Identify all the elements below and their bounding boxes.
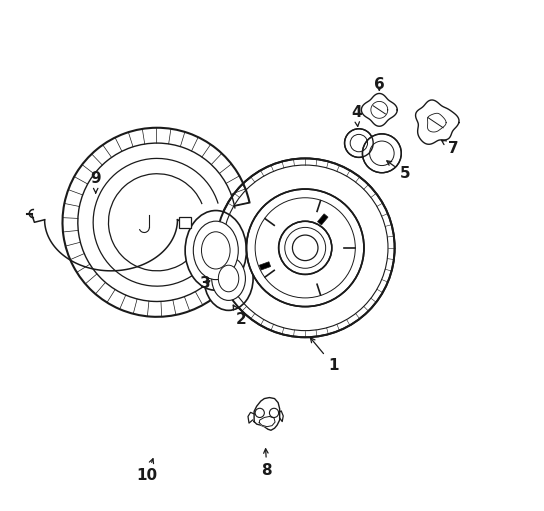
Ellipse shape <box>193 221 238 280</box>
Text: 1: 1 <box>311 338 338 373</box>
Polygon shape <box>416 100 459 144</box>
Ellipse shape <box>204 247 253 310</box>
Text: 2: 2 <box>233 305 247 327</box>
Circle shape <box>344 129 373 157</box>
Circle shape <box>216 158 394 337</box>
Polygon shape <box>259 416 275 427</box>
Text: 8: 8 <box>262 449 272 478</box>
Polygon shape <box>254 398 280 430</box>
Ellipse shape <box>218 265 239 292</box>
Text: 7: 7 <box>442 141 459 156</box>
Circle shape <box>362 134 401 173</box>
Ellipse shape <box>185 211 246 290</box>
Text: 5: 5 <box>387 161 410 181</box>
Circle shape <box>279 221 332 274</box>
Ellipse shape <box>201 232 230 269</box>
Ellipse shape <box>212 257 245 300</box>
Text: 6: 6 <box>374 77 385 92</box>
Text: 9: 9 <box>90 171 101 193</box>
Circle shape <box>246 189 364 307</box>
Text: 10: 10 <box>136 459 157 483</box>
Bar <box>259 262 271 270</box>
Text: 4: 4 <box>351 105 362 126</box>
Text: 3: 3 <box>200 276 211 291</box>
Polygon shape <box>361 94 397 126</box>
Bar <box>318 214 328 225</box>
FancyBboxPatch shape <box>179 217 191 228</box>
